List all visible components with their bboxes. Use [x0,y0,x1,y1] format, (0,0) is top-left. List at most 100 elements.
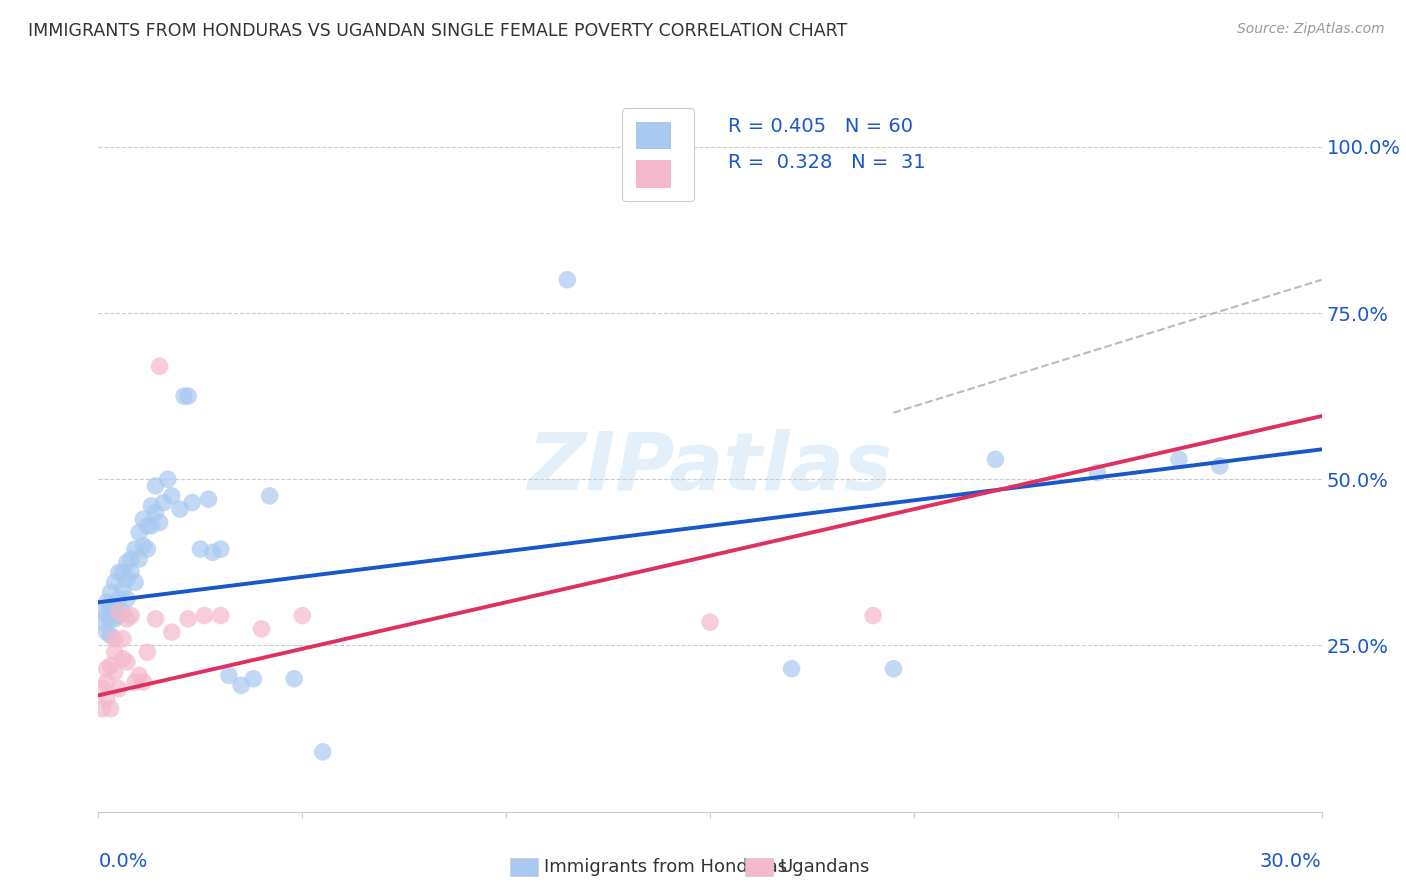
Point [283,672,305,686]
Point [156,472,179,486]
Point [160,625,183,640]
Point [193,608,215,623]
Point [96,625,118,640]
Text: ZIPatlas: ZIPatlas [527,429,893,507]
Point [780,662,803,676]
Point [128,525,150,540]
Point [181,495,204,509]
Point [120,552,142,566]
Point [145,506,167,520]
Point [100,612,122,626]
Point [152,495,174,509]
Point [124,575,146,590]
Point [111,605,134,619]
Point [108,608,131,623]
Point [104,575,127,590]
Text: 0.0%: 0.0% [98,852,148,871]
Point [136,645,159,659]
Point [100,658,122,673]
Point [115,555,138,569]
Text: Immigrants from Honduras: Immigrants from Honduras [544,858,787,876]
Point [136,542,159,557]
Point [169,502,191,516]
Point [111,652,134,666]
Point [111,632,134,646]
Point [128,668,150,682]
Point [145,612,167,626]
Point [242,672,264,686]
Point [557,273,579,287]
Point [96,662,118,676]
Point [132,539,155,553]
Text: R =  0.328   N =  31: R = 0.328 N = 31 [728,153,927,172]
Point [141,518,163,533]
Point [111,582,134,596]
Point [141,499,163,513]
Point [108,591,131,606]
Point [209,542,232,557]
Legend: , : , [621,108,693,202]
Point [115,572,138,586]
Point [1167,452,1189,467]
Point [132,675,155,690]
Point [132,512,155,526]
Point [259,489,281,503]
Point [108,566,131,580]
Point [231,678,253,692]
Point [91,681,114,696]
Point [100,585,122,599]
Point [96,595,118,609]
Point [699,615,721,630]
Point [104,612,127,626]
Text: 30.0%: 30.0% [1260,852,1322,871]
Point [104,665,127,679]
Point [91,701,114,715]
Point [100,701,122,715]
Point [173,389,195,403]
Point [312,745,335,759]
Point [115,655,138,669]
Point [291,608,314,623]
Point [201,545,224,559]
Point [1085,466,1108,480]
Point [96,691,118,706]
Point [218,668,240,682]
Text: Ugandans: Ugandans [779,858,869,876]
Point [120,566,142,580]
Point [91,615,114,630]
Point [862,608,884,623]
Point [188,542,212,557]
Point [250,622,273,636]
Point [115,591,138,606]
Text: R = 0.405   N = 60: R = 0.405 N = 60 [728,117,914,136]
Point [115,612,138,626]
Point [128,552,150,566]
Point [177,612,200,626]
Point [1209,458,1232,473]
Point [160,489,183,503]
Point [104,645,127,659]
Point [104,602,127,616]
Point [108,681,131,696]
Point [100,599,122,613]
Point [124,542,146,557]
Point [177,389,200,403]
Point [145,479,167,493]
Point [120,608,142,623]
Point [883,662,905,676]
Point [96,675,118,690]
Point [209,608,232,623]
Text: IMMIGRANTS FROM HONDURAS VS UGANDAN SINGLE FEMALE POVERTY CORRELATION CHART: IMMIGRANTS FROM HONDURAS VS UGANDAN SING… [28,22,848,40]
Point [104,632,127,646]
Point [91,602,114,616]
Point [96,608,118,623]
Point [108,605,131,619]
Text: Source: ZipAtlas.com: Source: ZipAtlas.com [1237,22,1385,37]
Point [100,628,122,642]
Point [149,359,172,374]
Point [136,518,159,533]
Point [149,516,172,530]
Point [984,452,1007,467]
Point [124,675,146,690]
Point [111,566,134,580]
